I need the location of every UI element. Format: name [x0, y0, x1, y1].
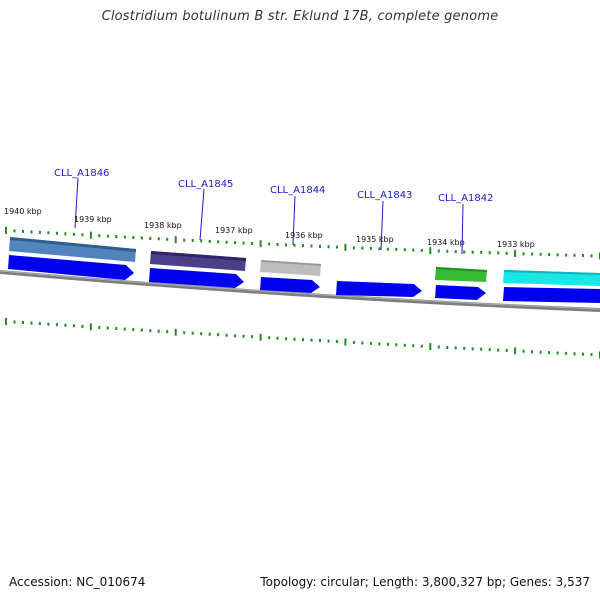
- cds-arrow-CLL_A1846[interactable]: [8, 255, 134, 280]
- cog-bar-green-shade: [436, 267, 487, 272]
- leader-CLL_A1842: [461, 203, 464, 255]
- gene-label-CLL_A1846[interactable]: CLL_A1846: [54, 168, 109, 179]
- gene-leader-lines: [74, 177, 464, 255]
- kbp-label-1936: 1936 kbp: [285, 231, 323, 240]
- kbp-label-1937: 1937 kbp: [215, 226, 253, 235]
- cog-bar-cyan-shade: [504, 270, 600, 275]
- kbp-label-1933: 1933 kbp: [497, 240, 535, 249]
- leader-CLL_A1845: [199, 188, 205, 241]
- genome-stats-label: Topology: circular; Length: 3,800,327 bp…: [260, 575, 590, 589]
- accession-label: Accession: NC_010674: [9, 575, 146, 589]
- leader-CLL_A1844: [292, 195, 296, 246]
- cds-arrow-CLL_A1842[interactable]: [435, 285, 486, 300]
- cds-arrow-CLL_A1843[interactable]: [336, 281, 422, 297]
- scale-ticks-inner: [5, 317, 600, 359]
- map-title: Clostridium botulinum B str. Eklund 17B,…: [101, 9, 499, 24]
- gene-label-CLL_A1842[interactable]: CLL_A1842: [438, 193, 493, 204]
- cds-track: [8, 255, 600, 303]
- cog-bar-steelblue[interactable]: [9, 237, 136, 262]
- genome-backbone-highlight: [0, 270, 600, 310]
- gene-label-CLL_A1844[interactable]: CLL_A1844: [270, 185, 325, 196]
- scale-ticks-outer: [5, 226, 600, 260]
- scale-labels: 1940 kbp 1939 kbp 1938 kbp 1937 kbp 1936…: [4, 207, 535, 249]
- cog-bar-purple-shade: [151, 251, 246, 261]
- kbp-label-1940: 1940 kbp: [4, 207, 42, 216]
- kbp-label-1938: 1938 kbp: [144, 221, 182, 230]
- leader-CLL_A1846: [74, 177, 79, 229]
- gene-labels: CLL_A1846 CLL_A1845 CLL_A1844 CLL_A1843 …: [54, 168, 493, 204]
- cog-track: [9, 237, 600, 286]
- cds-arrow-CLL_A1845[interactable]: [149, 268, 244, 288]
- gene-label-CLL_A1843[interactable]: CLL_A1843: [357, 190, 412, 201]
- gene-label-CLL_A1845[interactable]: CLL_A1845: [178, 179, 233, 190]
- cog-bar-purple[interactable]: [150, 251, 246, 271]
- cds-arrow-CLL_A1844[interactable]: [260, 277, 320, 293]
- kbp-label-1935: 1935 kbp: [356, 235, 394, 244]
- cog-bar-steelblue-shade: [10, 237, 136, 252]
- kbp-label-1934: 1934 kbp: [427, 238, 465, 247]
- cog-bar-gray-shade: [261, 260, 321, 266]
- genome-backbone: [0, 270, 600, 312]
- cds-arrow-next[interactable]: [503, 287, 600, 303]
- leader-CLL_A1843: [380, 200, 384, 251]
- kbp-label-1939: 1939 kbp: [74, 215, 112, 224]
